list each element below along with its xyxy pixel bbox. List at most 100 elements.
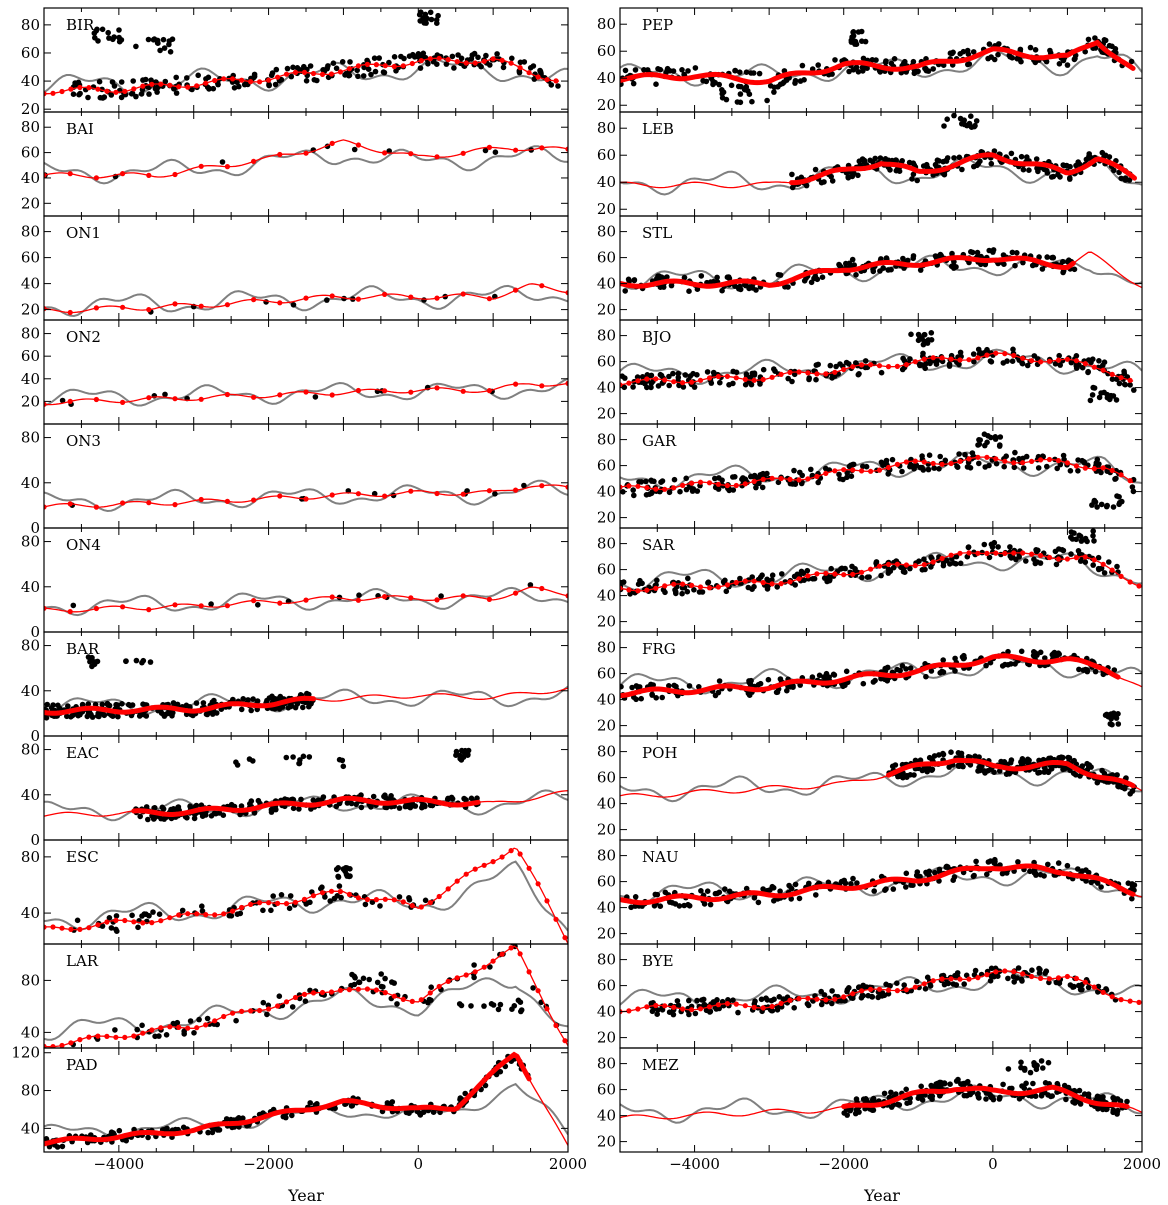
fit-point — [751, 1004, 757, 1011]
fit-point — [706, 1004, 713, 1010]
observation-point — [173, 74, 179, 81]
fit-point — [966, 550, 972, 556]
observation-point — [1075, 457, 1081, 463]
observation-point — [140, 77, 146, 83]
fit-point — [355, 387, 361, 394]
fit-point — [1127, 579, 1133, 585]
panel-label: BAR — [66, 640, 100, 658]
fit-point — [539, 585, 545, 592]
y-tick-label: 40 — [21, 786, 40, 804]
y-tick-label: 80 — [21, 533, 40, 551]
y-tick-label: 80 — [21, 741, 40, 759]
observation-point — [1023, 558, 1029, 564]
panel-frg: 20 40 60 80 FRG — [597, 631, 1143, 737]
observation-point — [530, 985, 536, 991]
observation-point — [843, 668, 850, 675]
fit-point — [266, 77, 272, 83]
fit-point — [427, 990, 433, 996]
observation-point — [644, 384, 650, 391]
observation-point — [1094, 504, 1100, 510]
observation-point — [355, 73, 361, 80]
observation-point — [864, 65, 870, 71]
fit-point — [460, 593, 466, 599]
fit-point — [418, 904, 424, 910]
fit-point — [706, 480, 713, 486]
observation-point — [167, 49, 174, 55]
fit-point — [131, 1033, 137, 1039]
observation-point — [792, 582, 798, 588]
panel-frame — [43, 319, 569, 425]
observation-point — [370, 793, 377, 800]
observation-point — [956, 154, 963, 161]
observation-point — [1032, 650, 1039, 656]
fit-point — [993, 350, 999, 356]
observation-point — [705, 580, 711, 586]
observation-point — [139, 659, 145, 666]
observation-point — [900, 60, 907, 67]
y-tick-label: 20 — [597, 821, 616, 839]
observation-point — [923, 360, 929, 367]
observation-point — [481, 1003, 487, 1009]
observation-point — [381, 793, 387, 800]
y-tick-label: 60 — [597, 561, 616, 579]
fit-point — [832, 468, 838, 474]
observation-point — [1000, 360, 1007, 366]
fit-point — [832, 571, 838, 577]
observation-point — [75, 712, 81, 719]
observation-point — [975, 442, 981, 448]
panel-sar: 20 40 60 80 SAR — [597, 527, 1143, 633]
observation-point — [855, 69, 862, 75]
fit-point — [662, 377, 668, 383]
fit-point — [292, 899, 299, 905]
fit-point — [715, 481, 722, 487]
observation-point — [128, 91, 135, 97]
observation-point — [887, 167, 893, 173]
observation-point — [406, 897, 413, 903]
fit-point — [408, 389, 414, 395]
observation-point — [872, 677, 878, 684]
observation-point — [1055, 860, 1062, 866]
fit-point — [445, 978, 451, 985]
y-tick-label: 40 — [21, 904, 40, 922]
fit-point — [303, 496, 309, 502]
observation-point — [659, 478, 666, 484]
fit-point — [1100, 367, 1106, 373]
observation-point — [756, 70, 763, 77]
fit-point — [408, 294, 414, 300]
observation-point — [157, 47, 163, 54]
observation-point — [1011, 979, 1017, 985]
panel-frame — [43, 423, 569, 529]
fit-point — [1002, 550, 1008, 557]
observation-point — [195, 72, 201, 79]
observation-point — [1014, 55, 1020, 62]
fit-point — [355, 597, 361, 603]
observation-point — [861, 157, 868, 164]
y-tick-label: 60 — [21, 44, 40, 62]
observation-point — [937, 453, 943, 460]
fit-point — [653, 1002, 659, 1009]
fit-point — [329, 140, 335, 146]
y-tick-label: 40 — [21, 1119, 40, 1137]
observation-point — [517, 999, 524, 1005]
observation-point — [99, 701, 106, 708]
observation-point — [862, 358, 869, 364]
observation-point — [961, 981, 967, 987]
observation-point — [910, 253, 917, 259]
observation-point — [917, 464, 924, 471]
observation-point — [777, 272, 784, 278]
observation-point — [426, 996, 433, 1003]
fit-point — [172, 602, 178, 608]
observation-point — [509, 1006, 515, 1012]
observation-point — [719, 287, 725, 294]
observation-point — [449, 53, 456, 60]
fit-point — [823, 570, 829, 576]
fit-point — [221, 911, 227, 917]
observation-point — [860, 55, 867, 62]
observation-point — [955, 762, 962, 769]
observation-point — [380, 69, 387, 75]
observation-point — [471, 962, 477, 968]
observation-point — [792, 77, 799, 84]
fit-point — [1011, 460, 1017, 466]
observation-point — [751, 370, 758, 377]
fit-point — [198, 303, 204, 309]
